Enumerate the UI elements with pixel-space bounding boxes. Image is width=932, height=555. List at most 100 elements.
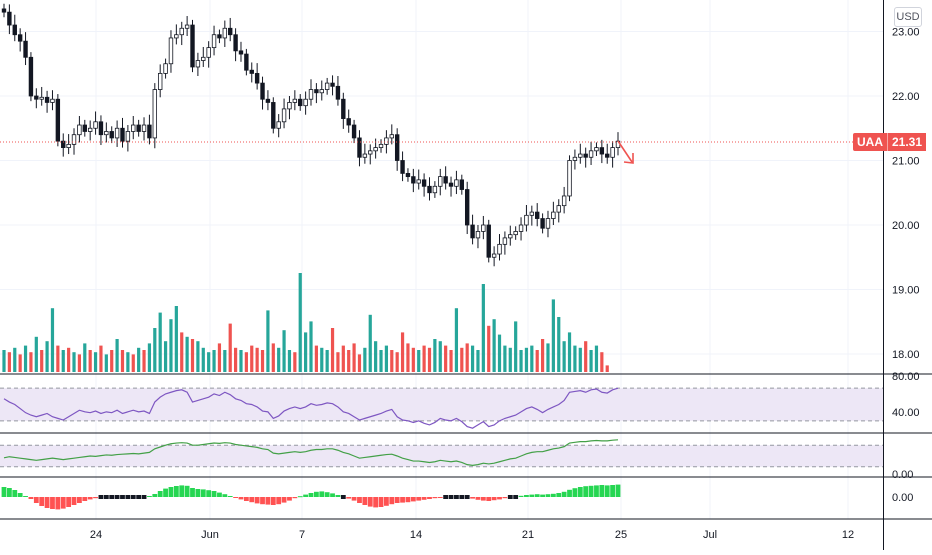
candle-body [201,56,206,61]
macd-histogram-bar [583,486,589,497]
candle-body [421,179,427,187]
price-axis-label: 18.00 [892,349,920,361]
macd-histogram-bar [470,497,475,499]
volume-bar [309,321,313,372]
macd-histogram-bar [486,497,492,501]
volume-bar [126,352,130,372]
volume-bar [72,352,76,372]
candle-body [141,124,147,132]
volume-bar [190,339,195,372]
macd-axis-label: 0.00 [892,492,913,504]
candle-body [470,224,475,239]
volume-bar [470,345,475,372]
macd-histogram-bar [173,486,179,497]
macd-histogram-bar [103,495,109,499]
time-axis-label: Jun [201,529,219,541]
volume-bar [347,350,351,372]
candle-body [378,143,384,148]
macd-histogram-bar [238,497,244,500]
macd-histogram-bar [281,497,287,503]
candle-body [448,182,454,187]
volume-bar [594,345,599,372]
candle-body [44,96,50,103]
candle-body [265,98,271,103]
candle-body [438,176,443,187]
volume-bar [260,350,265,372]
volume-bar [244,352,248,372]
candle-body [12,24,17,36]
candle-body [260,82,265,100]
macd-histogram-bar [330,493,335,497]
candle-body [147,124,152,139]
volume-bar [163,341,168,372]
macd-histogram-bar [367,497,373,507]
stoch-band [0,445,883,467]
currency-label[interactable]: USD [894,7,922,27]
macd-histogram-bar [346,497,352,499]
candle-body [314,89,319,94]
macd-histogram-bar [443,495,449,499]
macd-histogram-bar [615,484,621,497]
macd-histogram-bar [550,493,556,497]
volume-bar [395,352,399,372]
volume-bar [363,347,367,372]
candle-body [432,185,438,194]
candle-body [427,185,432,194]
volume-bar [605,365,609,372]
candle-body [104,131,109,136]
volume-bar [562,341,566,372]
macd-histogram-bar [292,497,298,499]
candle-body [39,96,44,100]
volume-bar [406,343,410,372]
volume-bar [320,347,324,372]
candle-body [389,134,394,139]
volume-bar [56,345,60,372]
macd-histogram-bar [340,495,346,499]
macd-histogram-bar [17,493,23,497]
candle-body [513,231,518,236]
macd-histogram-bar [545,494,551,497]
volume-bar [330,328,335,372]
candle-body [572,156,578,161]
time-axis-label: 12 [842,529,854,541]
macd-histogram-bar [222,494,228,497]
candle-body [114,127,120,139]
candle-body [599,147,605,155]
volume-bar [454,308,459,372]
volume-bar [600,352,604,372]
candle-body [540,218,545,229]
volume-bar [142,350,146,372]
volume-bar [589,350,593,372]
candle-body [394,134,400,161]
candle-body [217,34,222,39]
volume-bar [557,317,561,372]
macd-histogram-bar [524,495,529,497]
macd-histogram-bar [217,492,222,497]
macd-histogram-bar [1,487,7,497]
candle-body [34,95,39,100]
macd-histogram-bar [599,485,605,497]
candle-body [330,82,335,87]
macd-histogram-bar [502,497,508,499]
candle-body [271,102,276,129]
candle-body [125,131,131,142]
macd-histogram-bar [567,489,572,497]
candle-body [368,150,373,155]
candle-body [319,89,324,94]
macd-histogram-bar [12,490,18,497]
candle-body [605,153,610,158]
candle-body [184,24,190,29]
macd-histogram-bar [168,487,174,497]
candle-body [28,56,34,97]
candle-body [174,34,179,39]
candle-body [556,205,561,213]
volume-bar [379,350,383,372]
volume-bar [352,343,356,372]
time-axis-label: 7 [299,529,305,541]
macd-histogram-bar [206,490,212,497]
macd-histogram-bar [71,497,77,505]
candle-body [610,147,615,158]
volume-bar [530,345,534,372]
